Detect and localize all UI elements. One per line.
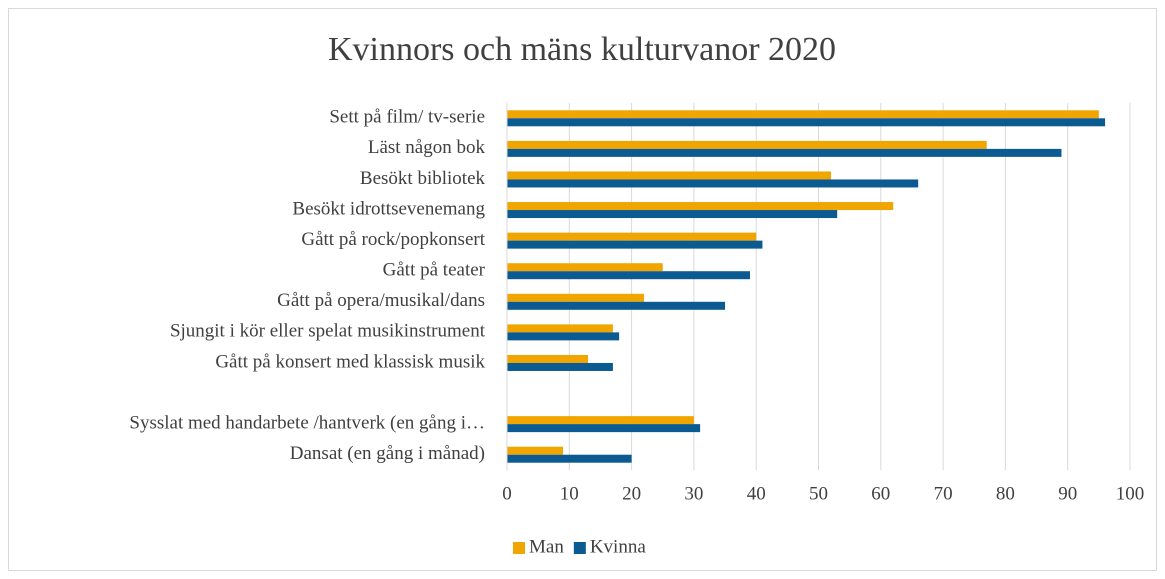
legend-label: Man (529, 536, 564, 557)
x-tick-label: 100 (1116, 483, 1145, 504)
y-tick-label: Gått på teater (383, 260, 486, 281)
bar (507, 110, 1099, 119)
chart-border (8, 8, 1157, 571)
y-tick-label: Gått på opera/musikal/dans (277, 290, 485, 311)
bar (507, 446, 564, 455)
y-tick-label: Gått på konsert med klassisk musik (215, 351, 485, 372)
bar (507, 271, 750, 280)
chart-title: Kvinnors och mäns kulturvanor 2020 (328, 31, 836, 68)
bar (507, 354, 588, 363)
bar (507, 263, 663, 272)
bar (507, 454, 632, 463)
x-tick-label: 80 (996, 483, 1015, 504)
y-tick-label: Läst någon bok (368, 137, 486, 158)
bar (507, 118, 1106, 127)
bar (507, 240, 763, 249)
y-tick-label: Sjungit i kör eller spelat musikinstrume… (170, 321, 486, 342)
legend-swatch (573, 542, 586, 554)
y-tick-label: Dansat (en gång i månad) (290, 443, 485, 464)
x-tick-label: 40 (747, 483, 766, 504)
bar (507, 416, 694, 425)
x-tick-label: 20 (622, 483, 641, 504)
x-tick-label: 30 (684, 483, 703, 504)
x-tick-label: 50 (809, 483, 828, 504)
y-tick-label: Sett på film/ tv-serie (329, 107, 485, 128)
bar (507, 210, 838, 219)
y-tick-label: Sysslat med handarbete /hantverk (en gån… (129, 412, 485, 433)
y-tick-label: Besökt idrottsevenemang (292, 198, 485, 219)
bar (507, 362, 613, 371)
bar (507, 179, 919, 188)
x-tick-label: 70 (934, 483, 953, 504)
bar (507, 324, 613, 333)
x-tick-label: 90 (1058, 483, 1077, 504)
y-tick-label: Besökt bibliotek (360, 168, 486, 189)
bar (507, 293, 645, 302)
bar (507, 202, 894, 211)
x-tick-label: 60 (871, 483, 890, 504)
bar (507, 332, 620, 341)
legend-swatch (513, 542, 525, 554)
bar (507, 232, 757, 241)
legend-label: Kvinna (590, 536, 647, 557)
x-tick-label: 0 (502, 483, 512, 504)
bar (507, 301, 726, 310)
bar (507, 140, 987, 149)
bar (507, 424, 701, 433)
bar (507, 148, 1062, 157)
bar (507, 171, 831, 180)
y-tick-label: Gått på rock/popkonsert (301, 229, 485, 250)
x-tick-label: 10 (560, 483, 579, 504)
